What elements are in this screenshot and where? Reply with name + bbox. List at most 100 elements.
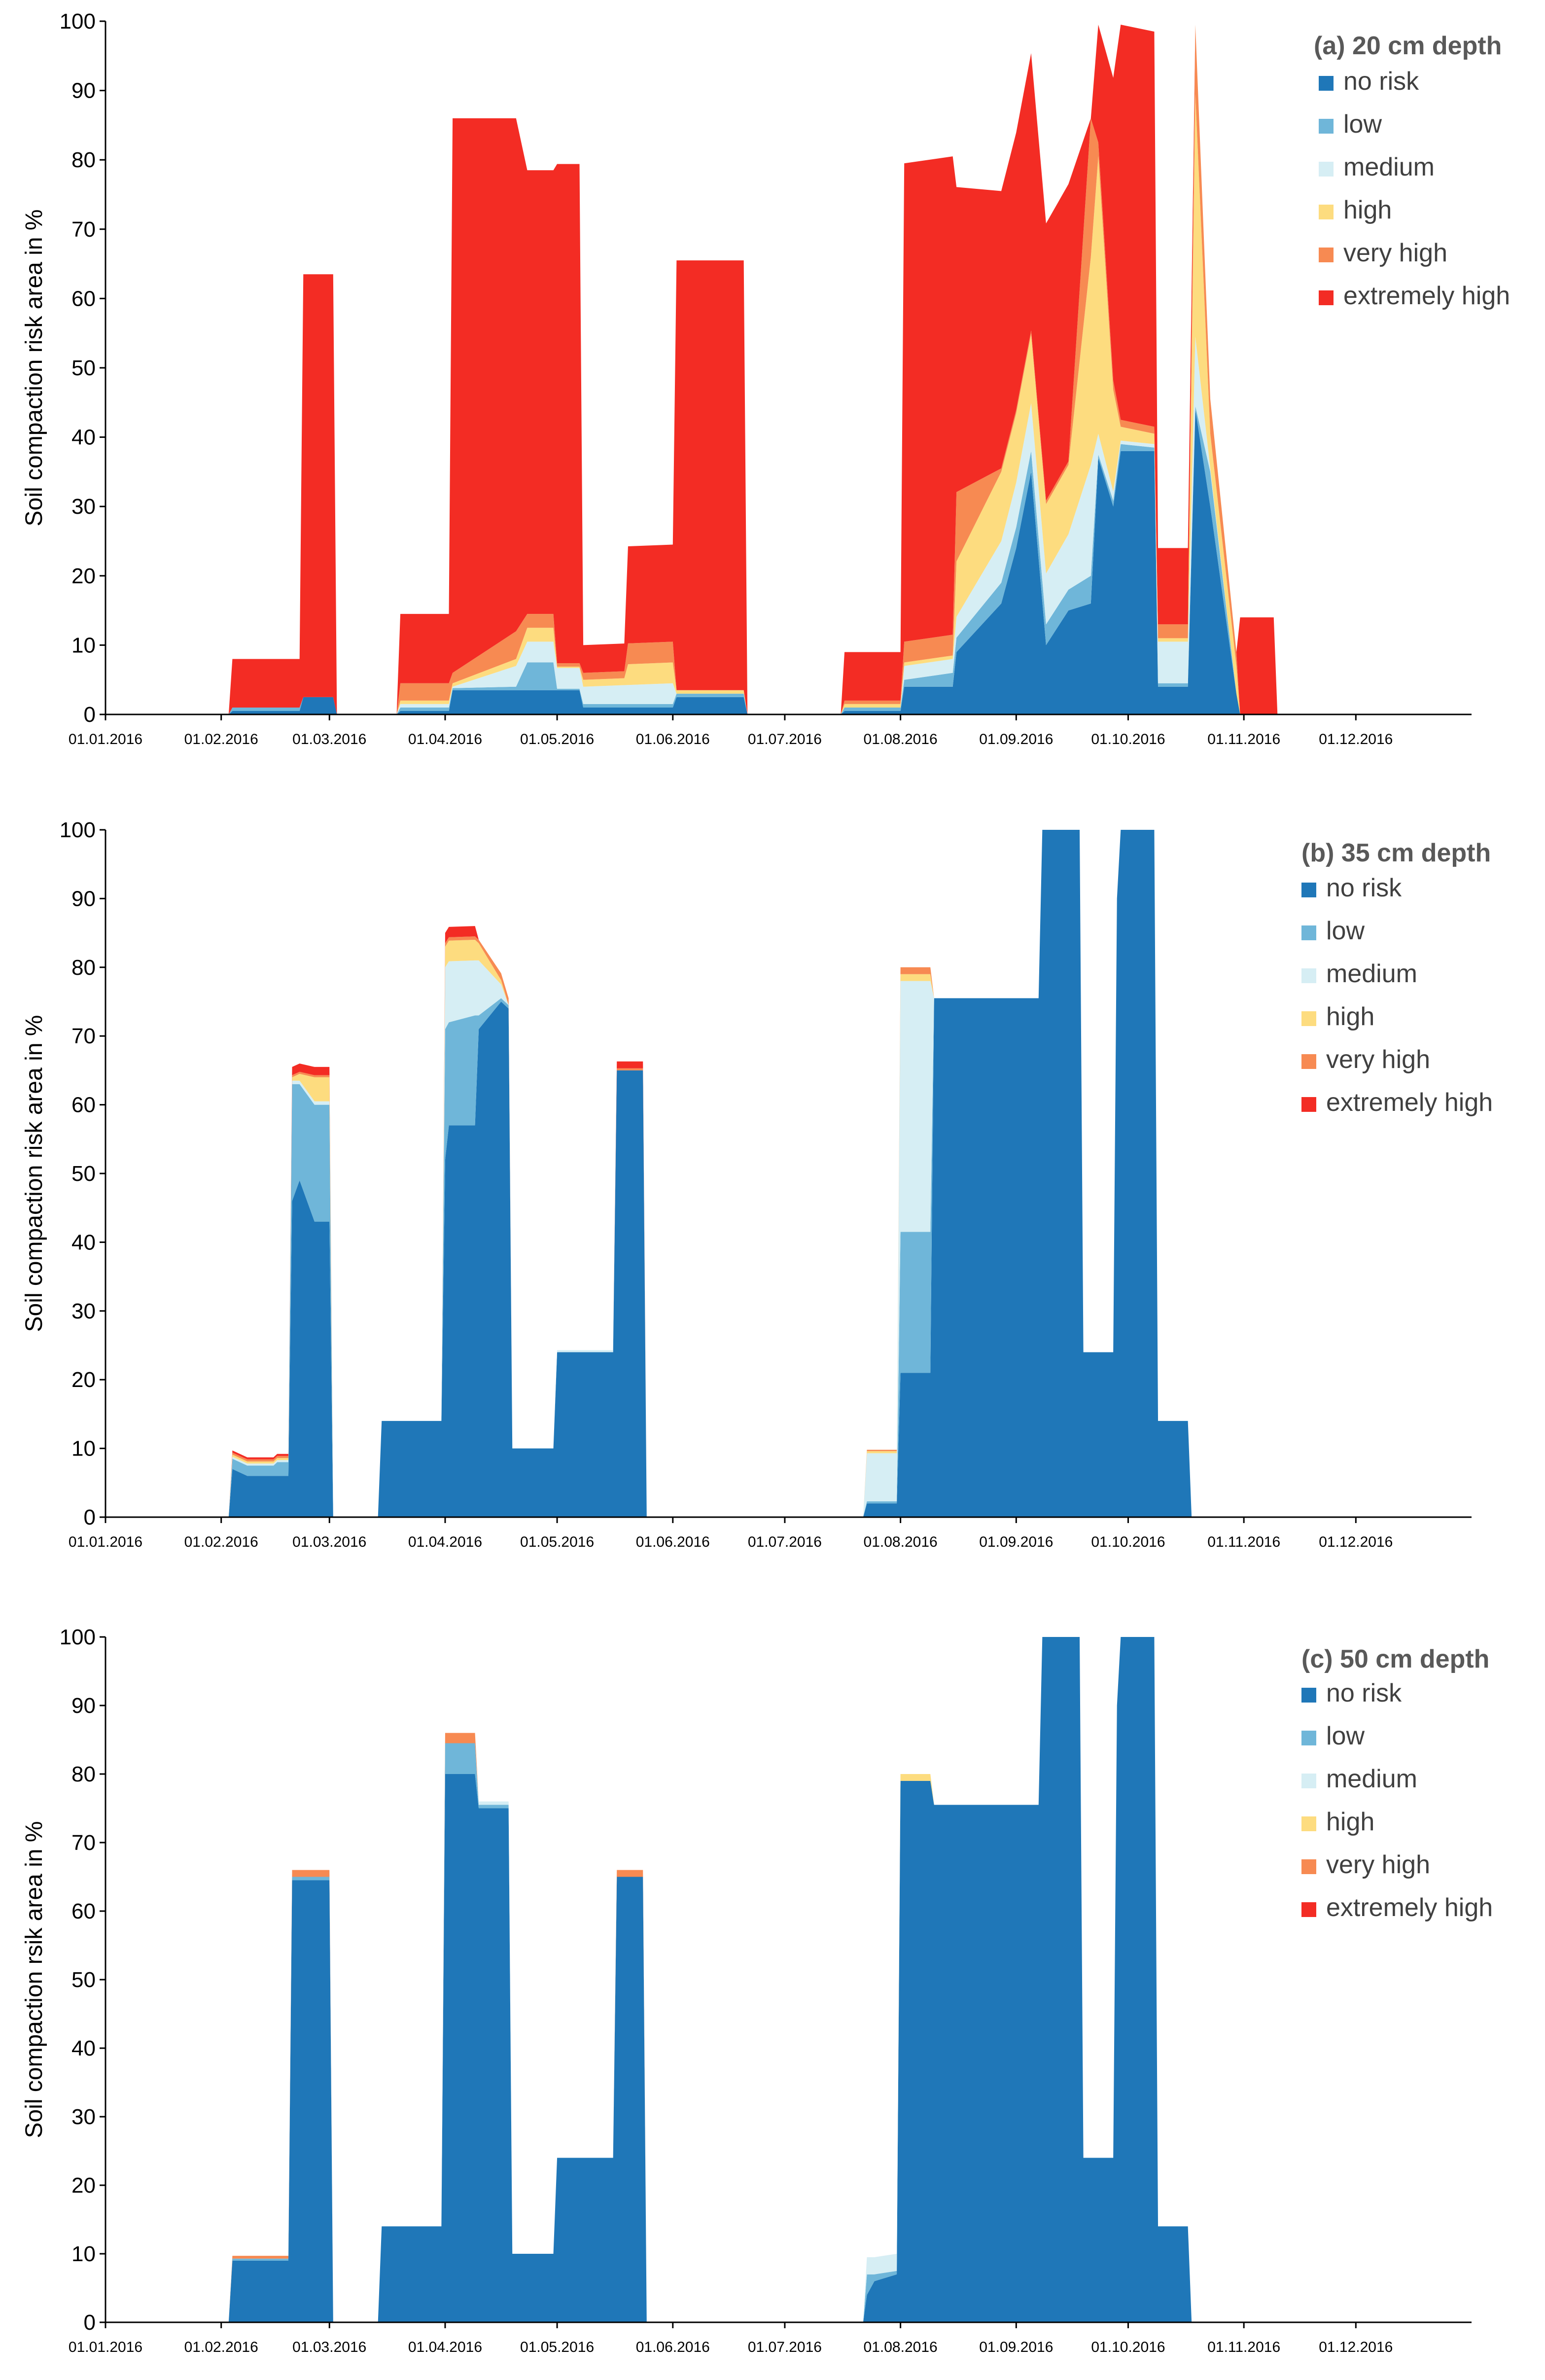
legend-label: high [1343, 196, 1392, 224]
legend-label: medium [1343, 153, 1435, 181]
y-tick-label: 20 [71, 564, 96, 588]
x-tick-label: 01.09.2016 [979, 1534, 1053, 1550]
legend-swatch [1301, 1688, 1316, 1703]
chart-panel-1: 0 10 20 30 40 50 60 70 80 90 100 01.01.2016 01.02.20… [21, 9, 1510, 747]
legend-swatch [1301, 1774, 1316, 1788]
legend-swatch [1301, 1054, 1316, 1069]
y-tick-label: 90 [71, 79, 96, 103]
chart-title: (c) 50 cm depth [1301, 1645, 1489, 1673]
area-series-no-risk [105, 1637, 1472, 2322]
x-tick-label: 01.02.2016 [184, 2339, 258, 2355]
x-tick-label: 01.08.2016 [864, 731, 938, 747]
x-tick-label: 01.11.2016 [1207, 731, 1280, 747]
y-tick-label: 40 [71, 1230, 96, 1254]
y-axis-label: Soil compaction risk area in % [21, 1015, 47, 1332]
legend-label: no risk [1343, 67, 1419, 96]
legend-label: high [1326, 1808, 1374, 1836]
legend-swatch [1301, 1902, 1316, 1917]
legend-swatch [1301, 925, 1316, 940]
x-tick-label: 01.05.2016 [520, 2339, 594, 2355]
y-tick-label: 80 [71, 1762, 96, 1786]
x-tick-label: 01.08.2016 [864, 2339, 938, 2355]
y-tick-label: 80 [71, 148, 96, 172]
area-series-no-risk [105, 830, 1472, 1517]
y-tick-label: 20 [71, 2173, 96, 2198]
x-tick-label: 01.12.2016 [1319, 731, 1393, 747]
y-tick-label: 30 [71, 1299, 96, 1323]
x-tick-label: 01.04.2016 [408, 731, 482, 747]
area-series-extremely-high [105, 25, 1472, 714]
legend-swatch [1319, 248, 1334, 262]
chart-title: (b) 35 cm depth [1301, 839, 1491, 867]
x-tick-label: 01.07.2016 [748, 2339, 822, 2355]
x-tick-label: 01.02.2016 [184, 731, 258, 747]
y-tick-label: 60 [71, 1093, 96, 1117]
legend-label: low [1326, 1722, 1365, 1750]
legend-label: extremely high [1326, 1088, 1493, 1117]
legend-label: extremely high [1326, 1893, 1493, 1922]
x-tick-label: 01.03.2016 [292, 731, 366, 747]
x-tick-label: 01.10.2016 [1091, 731, 1165, 747]
legend-label: very high [1326, 1850, 1430, 1879]
x-tick-label: 01.01.2016 [69, 731, 142, 747]
x-tick-label: 01.10.2016 [1091, 2339, 1165, 2355]
legend-swatch [1301, 1816, 1316, 1831]
y-tick-label: 50 [71, 1968, 96, 1992]
legend-swatch [1301, 968, 1316, 983]
y-tick-label: 70 [71, 1024, 96, 1048]
legend-swatch [1301, 883, 1316, 897]
legend-label: extremely high [1343, 282, 1510, 310]
legend-label: medium [1326, 959, 1417, 988]
legend-swatch [1301, 1731, 1316, 1745]
x-tick-label: 01.06.2016 [636, 2339, 710, 2355]
chart-panel-2: 0 10 20 30 40 50 60 70 80 90 100 01.01.2016 01.02.20… [21, 818, 1493, 1550]
y-tick-label: 10 [71, 633, 96, 657]
x-tick-label: 01.12.2016 [1319, 1534, 1393, 1550]
x-tick-label: 01.09.2016 [979, 2339, 1053, 2355]
x-tick-label: 01.07.2016 [748, 1534, 822, 1550]
legend-swatch [1319, 76, 1334, 91]
legend: no risk low medium high very high extremely h… [1319, 67, 1510, 310]
x-tick-label: 01.04.2016 [408, 1534, 482, 1550]
x-tick-label: 01.06.2016 [636, 731, 710, 747]
legend: no risk low medium high very high extremely h… [1301, 874, 1493, 1117]
x-tick-label: 01.01.2016 [69, 2339, 142, 2355]
y-tick-label: 100 [60, 818, 96, 842]
x-tick-label: 01.03.2016 [292, 1534, 366, 1550]
y-tick-label: 0 [84, 2310, 96, 2335]
chart-title: (a) 20 cm depth [1314, 32, 1502, 60]
legend-label: very high [1343, 239, 1447, 267]
legend-swatch [1301, 1011, 1316, 1026]
y-tick-label: 0 [84, 1505, 96, 1529]
legend-label: low [1326, 917, 1365, 945]
y-tick-label: 40 [71, 426, 96, 450]
y-tick-label: 0 [84, 703, 96, 727]
legend-label: no risk [1326, 1679, 1402, 1707]
legend-label: medium [1326, 1765, 1417, 1793]
y-axis-label: Soil compaction risk area in % [21, 210, 47, 527]
x-tick-label: 01.08.2016 [864, 1534, 938, 1550]
legend: no risk low medium high very high extremely h… [1301, 1679, 1493, 1922]
legend-label: low [1343, 110, 1382, 139]
legend-swatch [1319, 290, 1334, 305]
legend-swatch [1319, 205, 1334, 219]
x-tick-label: 01.12.2016 [1319, 2339, 1393, 2355]
y-tick-label: 70 [71, 1831, 96, 1855]
x-tick-label: 01.07.2016 [748, 731, 822, 747]
y-tick-label: 80 [71, 956, 96, 980]
legend-label: high [1326, 1002, 1374, 1031]
x-tick-label: 01.01.2016 [69, 1534, 142, 1550]
x-tick-label: 01.09.2016 [979, 731, 1053, 747]
y-tick-label: 30 [71, 2105, 96, 2129]
area-series-no-risk [105, 409, 1472, 714]
y-tick-label: 50 [71, 356, 96, 380]
y-tick-label: 10 [71, 2242, 96, 2266]
y-axis-label: Soil compaction rsik area in % [21, 1821, 47, 2138]
x-tick-label: 01.06.2016 [636, 1534, 710, 1550]
y-tick-label: 90 [71, 887, 96, 911]
legend-swatch [1319, 162, 1334, 177]
legend-label: very high [1326, 1045, 1430, 1074]
chart-panel-3: 0 10 20 30 40 50 60 70 80 90 100 01.01.2016 01.02.20… [21, 1625, 1493, 2355]
x-tick-label: 01.04.2016 [408, 2339, 482, 2355]
